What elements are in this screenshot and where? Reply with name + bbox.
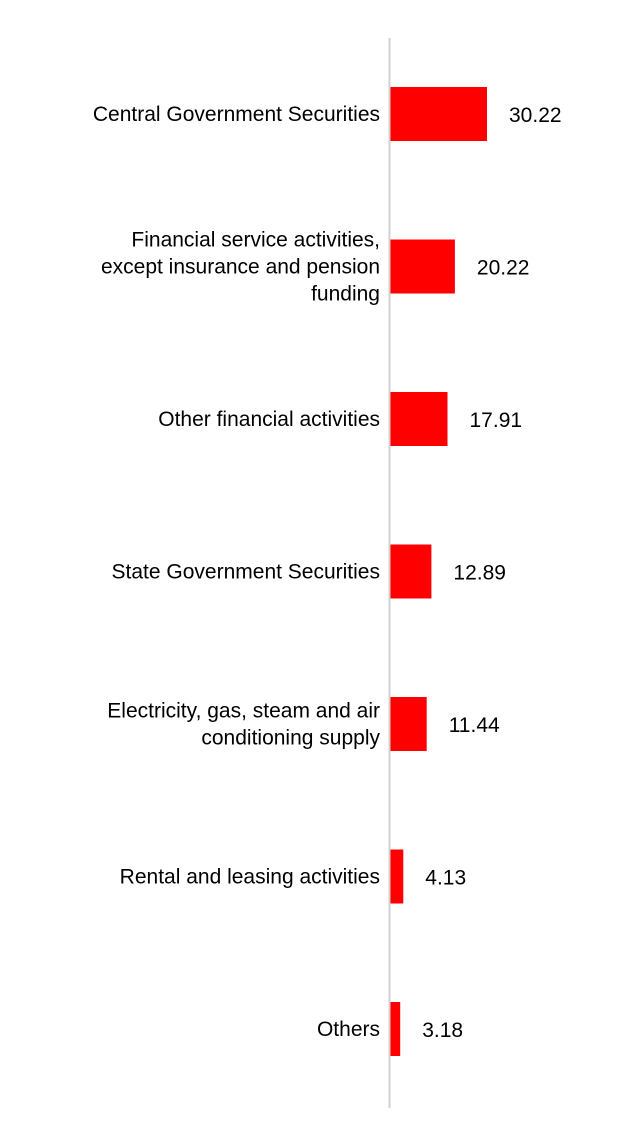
category-label-line: funding xyxy=(311,283,380,306)
category-label-5: Rental and leasing activities xyxy=(120,866,380,889)
category-label-4: Electricity, gas, steam and air condition… xyxy=(107,700,380,750)
bar-6 xyxy=(390,1002,401,1056)
value-label-6: 3.18 xyxy=(422,1019,463,1042)
category-label-line: except insurance and pension xyxy=(101,256,380,279)
category-label-2: Other financial activities xyxy=(158,408,380,431)
category-label-line: Electricity, gas, steam and air xyxy=(107,700,380,723)
value-label-4: 11.44 xyxy=(449,714,500,737)
bars-group xyxy=(390,87,487,1056)
category-label-6: Others xyxy=(317,1018,380,1041)
value-label-1: 20.22 xyxy=(477,257,530,280)
value-label-0: 30.22 xyxy=(509,104,562,127)
category-label-0: Central Government Securities xyxy=(93,103,380,126)
category-labels-group: Central Government Securities Financial s… xyxy=(93,103,381,1041)
bar-3 xyxy=(390,544,432,599)
value-labels-group: 30.22 20.22 17.91 12.89 11.44 4.13 3.18 xyxy=(422,104,561,1042)
value-label-3: 12.89 xyxy=(453,562,506,585)
bar-5 xyxy=(390,849,404,904)
bar-0 xyxy=(390,87,487,141)
bar-1 xyxy=(390,239,455,294)
category-label-line: conditioning supply xyxy=(201,727,380,750)
value-label-2: 17.91 xyxy=(470,409,523,432)
category-label-line: Rental and leasing activities xyxy=(120,866,380,889)
value-label-5: 4.13 xyxy=(425,867,466,890)
category-label-line: Central Government Securities xyxy=(93,103,380,126)
category-label-line: State Government Securities xyxy=(112,561,380,584)
bar-2 xyxy=(390,392,448,446)
category-label-line: Other financial activities xyxy=(158,408,380,431)
category-label-line: Others xyxy=(317,1018,380,1041)
bar-4 xyxy=(390,697,427,751)
category-label-line: Financial service activities, xyxy=(131,229,380,252)
category-label-3: State Government Securities xyxy=(112,561,380,584)
category-label-1: Financial service activities, except insu… xyxy=(101,229,380,306)
